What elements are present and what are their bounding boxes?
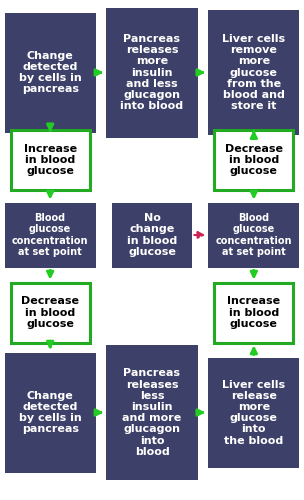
FancyBboxPatch shape <box>5 202 96 268</box>
FancyBboxPatch shape <box>208 202 299 268</box>
Text: Liver cells
release
more
glucose
into
the blood: Liver cells release more glucose into th… <box>222 380 285 446</box>
Text: Blood
glucose
concentration
at set point: Blood glucose concentration at set point <box>12 213 88 257</box>
Text: Pancreas
releases
less
insulin
and more
glucagon
into
blood: Pancreas releases less insulin and more … <box>123 368 181 456</box>
FancyBboxPatch shape <box>214 282 293 343</box>
Text: Pancreas
releases
more
insulin
and less
glucagon
into blood: Pancreas releases more insulin and less … <box>120 34 184 111</box>
FancyBboxPatch shape <box>106 8 198 138</box>
Text: Change
detected
by cells in
pancreas: Change detected by cells in pancreas <box>19 390 81 434</box>
FancyBboxPatch shape <box>5 12 96 132</box>
Text: Increase
in blood
glucose: Increase in blood glucose <box>24 144 77 176</box>
Text: Decrease
in blood
glucose: Decrease in blood glucose <box>225 144 283 176</box>
FancyBboxPatch shape <box>208 10 299 135</box>
FancyBboxPatch shape <box>112 202 192 268</box>
Text: Liver cells
remove
more
glucose
from the
blood and
store it: Liver cells remove more glucose from the… <box>222 34 285 111</box>
FancyBboxPatch shape <box>11 130 90 190</box>
FancyBboxPatch shape <box>5 352 96 472</box>
FancyBboxPatch shape <box>106 345 198 480</box>
Text: Decrease
in blood
glucose: Decrease in blood glucose <box>21 296 79 328</box>
FancyBboxPatch shape <box>11 282 90 343</box>
Text: Increase
in blood
glucose: Increase in blood glucose <box>227 296 280 328</box>
Text: Change
detected
by cells in
pancreas: Change detected by cells in pancreas <box>19 50 81 94</box>
Text: No
change
in blood
glucose: No change in blood glucose <box>127 213 177 257</box>
FancyBboxPatch shape <box>208 358 299 468</box>
Text: Blood
glucose
concentration
at set point: Blood glucose concentration at set point <box>216 213 292 257</box>
FancyBboxPatch shape <box>214 130 293 190</box>
